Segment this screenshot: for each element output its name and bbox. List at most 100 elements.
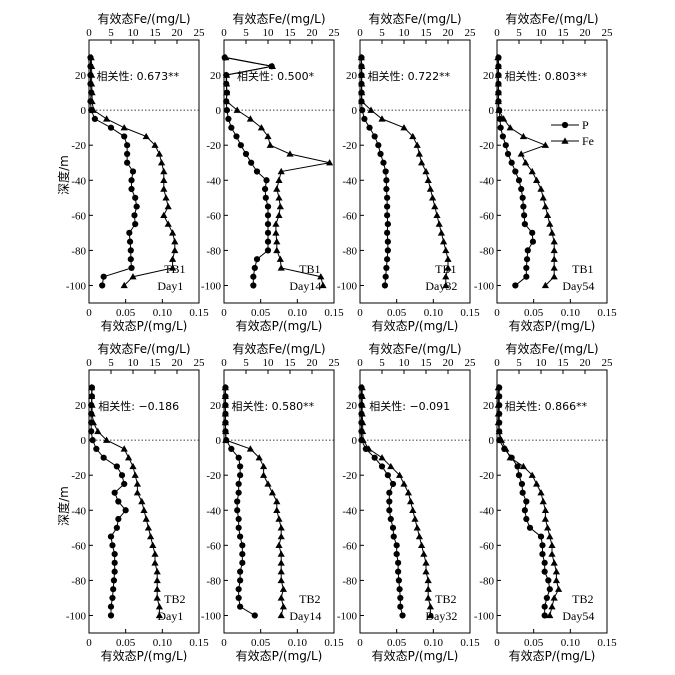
fe-data-point <box>495 427 503 435</box>
p-data-point <box>126 238 134 245</box>
p-data-point <box>111 568 118 575</box>
fe-data-point <box>222 436 230 443</box>
panel-frame <box>88 369 200 634</box>
fe-data-point <box>268 62 276 69</box>
depth-axis-tick-label: 20 <box>210 400 222 412</box>
p-data-point <box>239 551 246 558</box>
day-label: Day54 <box>562 609 594 623</box>
depth-axis-tick-label: -100 <box>337 280 358 292</box>
depth-axis-tick-label: 0 <box>81 105 87 117</box>
fe-data-point <box>550 559 558 566</box>
depth-axis-tick-label: -60 <box>71 540 86 552</box>
correlation-label: 相关性: −0.091 <box>369 399 450 413</box>
p-data-point <box>529 229 536 236</box>
fe-data-point <box>326 159 334 166</box>
fe-data-point <box>358 71 366 78</box>
p-data-point <box>497 124 504 131</box>
panel-tb1-day1: 0 0.05 0.10 0.15 0 5 10 15 20 25 20 0 -20 -40 -60 -80 -1… <box>66 11 209 333</box>
fe-data-point <box>277 532 285 540</box>
fe-data-point <box>223 71 231 78</box>
p-axis-tick-label: 0.15 <box>460 307 480 319</box>
p-axis-tick-label: 0.05 <box>524 637 544 649</box>
p-data-point <box>264 229 272 236</box>
fe-data-point <box>221 410 229 417</box>
fe-data-point <box>494 89 502 96</box>
p-data-point <box>502 142 509 149</box>
fe-axis-tick-label: 5 <box>108 357 114 369</box>
p-data-point <box>239 559 246 566</box>
p-axis-tick-label: 0.10 <box>288 307 308 319</box>
fe-data-point <box>367 106 375 113</box>
fe-data-point <box>88 80 96 87</box>
fe-data-point <box>539 497 547 505</box>
panel-frame <box>223 39 335 304</box>
p-data-point <box>107 612 115 619</box>
fe-data-point <box>494 419 502 426</box>
fe-data-point <box>260 471 268 478</box>
p-data-point <box>396 586 403 593</box>
fe-data-point <box>495 106 503 113</box>
fe-data-point <box>548 229 556 236</box>
p-data-point <box>545 577 552 584</box>
fe-axis-tick-label: 0 <box>221 27 227 39</box>
fe-axis-tick-label: 15 <box>558 357 570 369</box>
fe-data-point <box>89 106 97 113</box>
fe-data-point <box>541 281 549 289</box>
fe-data-point <box>277 264 285 271</box>
p-data-point <box>382 273 389 280</box>
fe-axis-tick-label: 15 <box>421 357 433 369</box>
site-label: TB2 <box>164 592 185 606</box>
p-data-point <box>384 229 391 236</box>
p-data-point <box>383 185 390 193</box>
p-axis-tick-label: 0.05 <box>387 637 407 649</box>
fe-data-point <box>431 202 439 210</box>
fe-data-point <box>359 436 367 443</box>
fe-data-point <box>260 462 268 470</box>
depth-axis-tick-label: 0 <box>489 105 495 117</box>
depth-axis-tick-label: -100 <box>66 610 87 622</box>
p-data-point <box>264 203 272 210</box>
fe-data-point <box>506 124 514 131</box>
depth-axis-tick-label: -20 <box>479 140 494 152</box>
fe-data-point <box>424 594 432 601</box>
p-data-point <box>264 238 272 245</box>
fe-data-point <box>273 506 281 513</box>
p-axis-tick-label: 0.10 <box>424 637 444 649</box>
p-data-point <box>375 142 382 149</box>
fe-data-point <box>133 489 141 496</box>
fe-data-point <box>246 115 254 122</box>
fe-data-point <box>359 427 367 435</box>
fe-axis-tick-label: 10 <box>128 357 140 369</box>
fe-data-point <box>442 281 450 289</box>
p-data-point <box>508 159 515 166</box>
p-data-point <box>264 212 272 219</box>
fe-data-point <box>153 594 161 601</box>
p-axis-tick-label: 0.10 <box>288 637 308 649</box>
p-data-point <box>110 586 117 593</box>
panel-frame <box>223 369 335 634</box>
p-data-point <box>515 472 523 479</box>
correlation-label: 相关性: 0.500* <box>237 69 315 83</box>
fe-data-point <box>87 53 95 61</box>
fe-axis-tick-label: 10 <box>536 357 548 369</box>
fe-data-point <box>548 603 556 610</box>
fe-axis-tick-label: 15 <box>285 357 297 369</box>
fe-axis-tick-label: 20 <box>580 357 592 369</box>
p-data-point <box>91 115 98 122</box>
fe-data-point <box>273 238 281 245</box>
fe-data-point <box>358 97 366 105</box>
p-data-point <box>512 168 519 175</box>
fe-data-point <box>233 106 241 113</box>
fe-axis-tick-label: 0 <box>357 357 363 369</box>
p-data-point <box>237 603 244 610</box>
p-data-point <box>359 107 366 114</box>
fe-axis-title: 有效态Fe/(mg/L) <box>368 341 461 356</box>
p-axis-tick-label: 0.10 <box>424 307 444 319</box>
fe-axis-tick-label: 0 <box>494 357 500 369</box>
p-data-point <box>387 515 394 523</box>
p-data-point <box>263 177 270 184</box>
p-data-point <box>399 612 406 619</box>
fe-data-point <box>164 202 172 210</box>
p-data-point <box>393 551 400 558</box>
fe-data-point <box>273 497 281 505</box>
